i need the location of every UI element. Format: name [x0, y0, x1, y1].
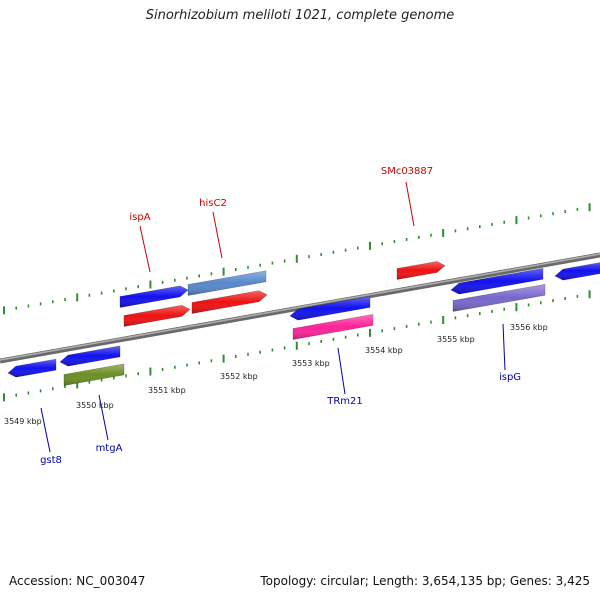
- backbone-highlight: [0, 253, 600, 361]
- backbone-line: [0, 252, 600, 364]
- gene-feature[interactable]: [7, 358, 57, 378]
- gene-arrow-shading: [451, 268, 543, 295]
- gene-label[interactable]: gst8: [40, 455, 62, 466]
- gene-label[interactable]: hisC2: [199, 198, 227, 209]
- outer-dot-track: [3, 203, 591, 315]
- gene-feature[interactable]: [289, 296, 371, 321]
- gene-label[interactable]: TRm21: [326, 396, 363, 407]
- gene-label[interactable]: ispG: [499, 372, 521, 383]
- gene-label[interactable]: ispA: [129, 212, 150, 223]
- gene-arrow-shading: [397, 261, 445, 280]
- label-leader-line: [139, 225, 151, 273]
- map-title: Sinorhizobium meliloti 1021, complete ge…: [145, 8, 455, 23]
- gene-feature[interactable]: [59, 345, 121, 367]
- gene-arrow-shading: [555, 262, 600, 281]
- genome-backbone: [0, 252, 600, 364]
- gene-arrow-shading: [8, 359, 56, 378]
- label-leader-line: [212, 211, 223, 259]
- gene-feature[interactable]: [450, 267, 544, 295]
- gene-feature[interactable]: [123, 304, 191, 327]
- gene-arrow-shading: [192, 290, 267, 314]
- label-leaders: [40, 181, 506, 453]
- label-leader-line: [405, 181, 415, 227]
- gene-arrow-shading: [64, 363, 124, 386]
- gene-feature[interactable]: [63, 363, 125, 386]
- scale-tick-label: 3550 kbp: [76, 401, 114, 410]
- gene-arrow-shading: [290, 296, 370, 321]
- gene-feature[interactable]: [554, 262, 600, 281]
- scale-tick-label: 3549 kbp: [4, 417, 42, 426]
- scale-tick-label: 3553 kbp: [292, 359, 330, 368]
- inner-dot-track: [3, 290, 591, 402]
- accession-text: Accession: NC_003047: [9, 574, 146, 588]
- gene-feature[interactable]: [396, 261, 446, 280]
- gene-arrow-shading: [120, 285, 188, 308]
- gene-label[interactable]: SMc03887: [381, 166, 433, 177]
- label-leader-line: [337, 347, 346, 395]
- gene-feature[interactable]: [292, 314, 374, 340]
- track-dots: [3, 203, 591, 402]
- scale-tick-label: 3555 kbp: [437, 335, 475, 344]
- gene-feature[interactable]: [187, 270, 267, 296]
- gene-arrow-shading: [293, 314, 373, 340]
- gene-feature[interactable]: [191, 290, 268, 314]
- gene-arrow-shading: [60, 345, 120, 367]
- map-labels: SMc03887 ispA hisC2 TRm21 ispG gst8 mtgA 3549 k…: [4, 166, 548, 466]
- gene-feature[interactable]: [119, 285, 189, 308]
- gene-feature[interactable]: [452, 283, 546, 312]
- genome-summary-text: Topology: circular; Length: 3,654,135 bp…: [260, 574, 590, 588]
- label-leader-line: [40, 407, 51, 453]
- scale-tick-label: 3551 kbp: [148, 386, 186, 395]
- label-leader-line: [502, 323, 506, 371]
- scale-tick-label: 3554 kbp: [365, 346, 403, 355]
- label-leader-line: [98, 394, 109, 441]
- gene-features: [7, 261, 600, 386]
- gene-arrow-shading: [124, 305, 190, 327]
- gene-label[interactable]: mtgA: [96, 443, 123, 454]
- scale-tick-label: 3552 kbp: [220, 372, 258, 381]
- gene-arrow-shading: [188, 270, 266, 296]
- scale-tick-label: 3556 kbp: [510, 323, 548, 332]
- gene-arrow-shading: [453, 284, 545, 312]
